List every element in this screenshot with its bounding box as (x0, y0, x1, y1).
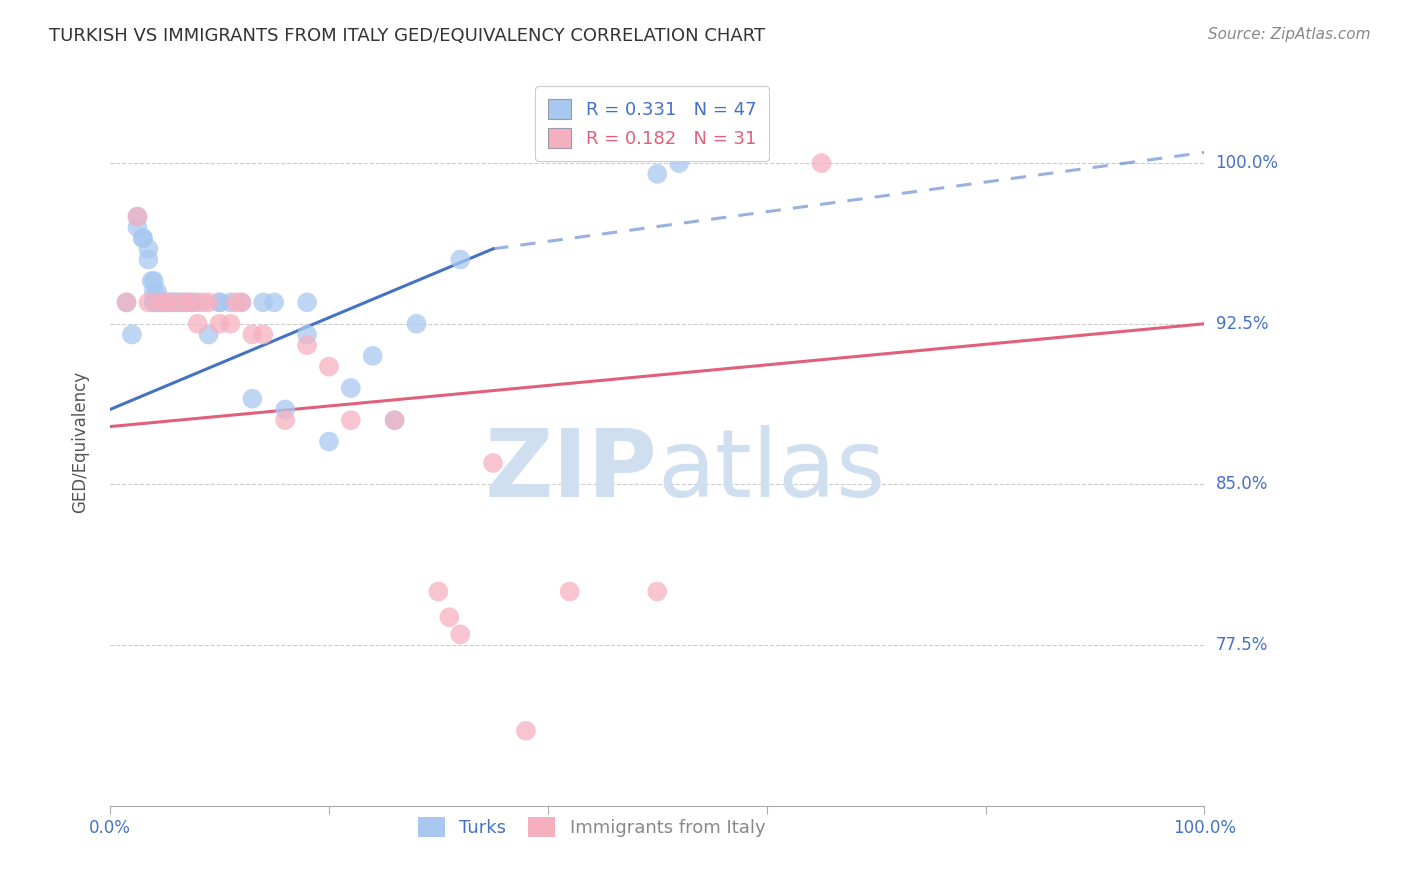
Point (132, 231, 155, 245)
Point (384, 413, 406, 427)
Point (159, 295, 181, 310)
Point (340, 381, 363, 395)
Point (340, 413, 363, 427)
Point (482, 456, 505, 470)
Text: atlas: atlas (657, 425, 886, 516)
Point (115, 295, 138, 310)
Point (165, 295, 187, 310)
Point (645, 167, 668, 181)
Point (191, 295, 214, 310)
Point (146, 285, 169, 299)
Point (153, 295, 176, 310)
Text: Source: ZipAtlas.com: Source: ZipAtlas.com (1208, 27, 1371, 42)
Point (176, 295, 198, 310)
Point (240, 392, 263, 406)
Point (153, 295, 176, 310)
Point (197, 295, 219, 310)
Point (231, 295, 253, 310)
Point (142, 285, 165, 299)
Point (208, 317, 231, 331)
Point (295, 327, 318, 342)
Point (274, 402, 297, 417)
Point (252, 295, 274, 310)
Point (142, 295, 165, 310)
Point (141, 274, 163, 288)
Point (148, 295, 170, 310)
Point (121, 327, 143, 342)
Text: 92.5%: 92.5% (1216, 315, 1268, 333)
Text: 85.0%: 85.0% (1216, 475, 1268, 493)
Point (138, 242, 160, 256)
Point (263, 295, 285, 310)
Point (231, 295, 253, 310)
Point (225, 295, 247, 310)
Point (558, 584, 581, 599)
Point (240, 327, 263, 342)
Point (318, 359, 340, 374)
Y-axis label: GED/Equivalency: GED/Equivalency (72, 370, 89, 513)
Point (159, 295, 181, 310)
Point (138, 252, 160, 267)
Point (115, 295, 138, 310)
Point (170, 295, 193, 310)
Point (252, 327, 274, 342)
Point (152, 295, 174, 310)
Text: ZIP: ZIP (484, 425, 657, 516)
Legend: Turks, Immigrants from Italy: Turks, Immigrants from Italy (411, 810, 772, 844)
Text: 77.5%: 77.5% (1216, 636, 1268, 654)
Point (427, 584, 450, 599)
Point (318, 434, 340, 449)
Point (208, 295, 231, 310)
Point (181, 295, 204, 310)
Point (449, 627, 471, 641)
Point (197, 327, 219, 342)
Point (668, 156, 690, 170)
Point (219, 295, 242, 310)
Point (176, 295, 198, 310)
Point (645, 584, 668, 599)
Point (405, 317, 427, 331)
Point (170, 295, 193, 310)
Text: TURKISH VS IMMIGRANTS FROM ITALY GED/EQUIVALENCY CORRELATION CHART: TURKISH VS IMMIGRANTS FROM ITALY GED/EQU… (49, 27, 765, 45)
Point (138, 295, 160, 310)
Point (449, 252, 471, 267)
Point (127, 220, 149, 235)
Point (810, 156, 832, 170)
Text: 100.0%: 100.0% (1216, 154, 1278, 172)
Point (208, 295, 231, 310)
Point (187, 317, 209, 331)
Point (127, 210, 149, 224)
Point (148, 295, 170, 310)
Point (181, 295, 204, 310)
Point (165, 295, 187, 310)
Point (148, 295, 170, 310)
Point (142, 274, 165, 288)
Text: 100.0%: 100.0% (1173, 820, 1236, 838)
Point (142, 295, 165, 310)
Point (361, 349, 384, 363)
Point (187, 295, 209, 310)
Point (515, 723, 537, 738)
Point (219, 317, 242, 331)
Point (127, 210, 149, 224)
Point (295, 338, 318, 352)
Point (439, 610, 461, 624)
Point (384, 413, 406, 427)
Point (170, 295, 193, 310)
Point (132, 231, 155, 245)
Point (153, 295, 176, 310)
Point (274, 413, 297, 427)
Point (295, 295, 318, 310)
Text: 0.0%: 0.0% (89, 820, 131, 838)
Point (159, 295, 181, 310)
